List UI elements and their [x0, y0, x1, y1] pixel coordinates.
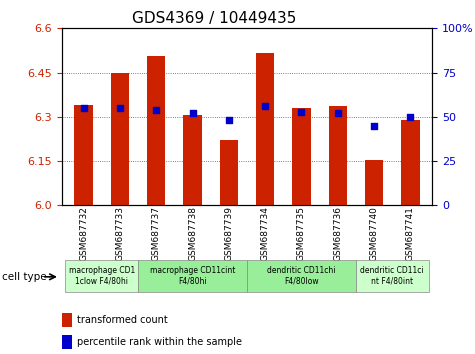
Bar	[183, 115, 201, 205]
Bar	[365, 160, 383, 205]
Point	[334, 110, 342, 116]
Point	[152, 107, 160, 113]
Bar	[138, 260, 247, 292]
Bar	[147, 56, 165, 205]
Point	[225, 118, 233, 123]
Text: dendritic CD11chi
F4/80low: dendritic CD11chi F4/80low	[267, 267, 336, 286]
Bar	[62, 313, 72, 327]
Text: GSM687732: GSM687732	[79, 206, 88, 261]
Bar	[293, 108, 311, 205]
Point	[80, 105, 87, 111]
Bar	[256, 53, 274, 205]
Text: GSM687740: GSM687740	[370, 206, 379, 261]
Bar	[75, 105, 93, 205]
Bar	[247, 260, 356, 292]
Bar	[401, 120, 419, 205]
Text: GSM687741: GSM687741	[406, 206, 415, 261]
Text: cell type: cell type	[2, 272, 47, 282]
Point	[116, 105, 124, 111]
Bar	[356, 260, 428, 292]
Bar	[329, 107, 347, 205]
Point	[189, 110, 196, 116]
Point	[370, 123, 378, 129]
Text: GSM687733: GSM687733	[115, 206, 124, 261]
Bar	[62, 335, 72, 349]
Bar	[66, 260, 138, 292]
Bar	[220, 141, 238, 205]
Point	[407, 114, 414, 120]
Text: GSM687739: GSM687739	[224, 206, 233, 261]
Point	[298, 109, 305, 114]
Text: macrophage CD11cint
F4/80hi: macrophage CD11cint F4/80hi	[150, 267, 235, 286]
Text: GSM687734: GSM687734	[261, 206, 270, 261]
Text: macrophage CD1
1clow F4/80hi: macrophage CD1 1clow F4/80hi	[68, 267, 135, 286]
Text: GSM687737: GSM687737	[152, 206, 161, 261]
Text: GSM687735: GSM687735	[297, 206, 306, 261]
Text: GSM687738: GSM687738	[188, 206, 197, 261]
Text: percentile rank within the sample: percentile rank within the sample	[77, 337, 242, 347]
Text: transformed count: transformed count	[77, 315, 168, 325]
Text: dendritic CD11ci
nt F4/80int: dendritic CD11ci nt F4/80int	[361, 267, 424, 286]
Point	[261, 103, 269, 109]
Text: GDS4369 / 10449435: GDS4369 / 10449435	[132, 11, 296, 25]
Text: GSM687736: GSM687736	[333, 206, 342, 261]
Bar	[111, 73, 129, 205]
